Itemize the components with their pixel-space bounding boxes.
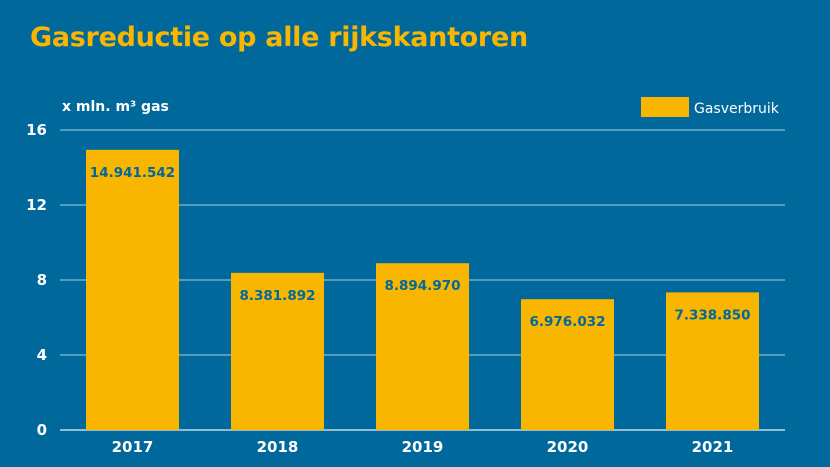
bar <box>231 272 324 430</box>
bar <box>521 299 614 430</box>
y-tick-label: 16 <box>26 121 47 139</box>
y-axis-label: x mln. m³ gas <box>62 99 169 115</box>
x-tick-label: 2019 <box>402 438 444 456</box>
chart-title: Gasreductie op alle rijkskantoren <box>30 22 528 53</box>
bar <box>86 149 179 431</box>
bar-data-label: 14.941.542 <box>90 165 175 181</box>
bar <box>376 263 469 430</box>
bar-data-label: 8.381.892 <box>239 288 315 304</box>
x-tick-label: 2018 <box>257 438 299 456</box>
y-tick-label: 4 <box>37 346 47 364</box>
bar <box>666 292 759 430</box>
x-tick-label: 2021 <box>692 438 734 456</box>
legend-label: Gasverbruik <box>694 101 780 117</box>
y-tick-label: 8 <box>37 271 47 289</box>
bar-data-label: 6.976.032 <box>529 314 605 330</box>
y-tick-label: 0 <box>37 421 47 439</box>
x-tick-label: 2017 <box>112 438 154 456</box>
x-tick-label: 2020 <box>547 438 589 456</box>
legend-swatch <box>641 97 689 117</box>
y-tick-label: 12 <box>26 196 47 214</box>
bar-data-label: 7.338.850 <box>674 307 750 323</box>
bar-data-label: 8.894.970 <box>384 278 460 294</box>
